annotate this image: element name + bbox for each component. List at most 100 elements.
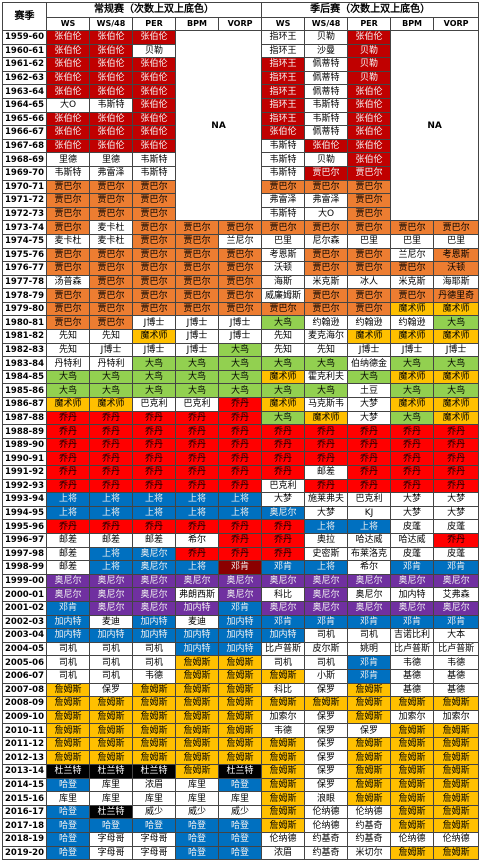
regular-cell: 乔丹 bbox=[46, 465, 90, 480]
playoff-cell: 贾巴尔 bbox=[304, 301, 349, 317]
regular-cell: 奥尼尔 bbox=[89, 587, 133, 602]
regular-cell: 张伯伦 bbox=[132, 84, 176, 99]
regular-cell: J博士 bbox=[132, 342, 176, 358]
season-cell: 2005-06 bbox=[2, 655, 47, 670]
po-col-per: PER bbox=[347, 17, 392, 31]
playoff-cell: 邓肯 bbox=[347, 655, 392, 670]
table-row: 2016-17 哈登 杜兰特 威少 威少 威少 詹姆斯 伦纳德 伦纳德 詹姆斯 詹姆斯 bbox=[2, 804, 480, 820]
regular-cell: 韦斯特 bbox=[132, 165, 176, 181]
regular-cell: 贾巴尔 bbox=[132, 233, 176, 249]
table-body: 1959-60 张伯伦 张伯伦 张伯伦 NA 指环王 贝勒 张伯伦 NA 1960-61 张伯伦 张伯… bbox=[2, 29, 480, 860]
season-cell: 2000-01 bbox=[2, 587, 47, 602]
season-cell: 2009-10 bbox=[2, 709, 47, 725]
playoff-cell: 奥尼尔 bbox=[433, 573, 480, 589]
table-row: 1991-92 乔丹 乔丹 乔丹 乔丹 乔丹 乔丹 邮差 乔丹 乔丹 乔丹 bbox=[2, 465, 480, 480]
playoff-cell: 詹姆斯 bbox=[347, 709, 392, 725]
playoff-cell: 乔丹 bbox=[433, 532, 480, 548]
playoff-cell: 魔术师 bbox=[261, 397, 306, 412]
regular-cell: 哈登 bbox=[46, 804, 90, 820]
table-row: 1993-94 上将 上将 上将 上将 上将 大梦 施莱弗夫 巴克利 大梦 大梦 bbox=[2, 492, 480, 507]
regular-cell: 库里 bbox=[89, 777, 133, 793]
regular-cell: 哈登 bbox=[46, 845, 90, 860]
table-row: 1975-76 贾巴尔 贾巴尔 贾巴尔 贾巴尔 贾巴尔 考恩斯 贾巴尔 贾巴尔 兰尼尔 考恩斯 bbox=[2, 247, 480, 263]
header-row-1: 赛季 常规赛（次数上双上底色） 季后赛（次数上双上底色） bbox=[2, 2, 480, 31]
playoff-cell: 贾巴尔 bbox=[304, 261, 349, 276]
playoff-cell: 沙曼 bbox=[304, 43, 349, 59]
playoff-cell: 韦斯特 bbox=[261, 165, 306, 181]
playoff-cell: 乔丹 bbox=[261, 451, 306, 466]
playoff-cell: 大梦 bbox=[347, 397, 392, 412]
regular-cell: 哈登 bbox=[217, 832, 263, 847]
po-col-ws: WS bbox=[261, 17, 306, 31]
regular-cell: 邓肯 bbox=[46, 600, 90, 616]
regular-cell: 大O bbox=[46, 97, 90, 113]
regular-cell: 贾巴尔 bbox=[217, 274, 263, 290]
playoff-cell: 韦斯特 bbox=[304, 97, 349, 113]
regular-cell: 邮差 bbox=[46, 546, 90, 562]
playoff-cell: 奥尼尔 bbox=[347, 600, 392, 616]
playoff-cell: 魔术师 bbox=[304, 410, 349, 426]
regular-cell: 詹姆斯 bbox=[89, 736, 133, 752]
table-row: 2010-11 詹姆斯 詹姆斯 詹姆斯 詹姆斯 詹姆斯 韦德 保罗 保罗 詹姆斯 詹姆斯 bbox=[2, 723, 480, 738]
table-row: 1973-74 贾巴尔 麦卡杜 贾巴尔 贾巴尔 贾巴尔 贾巴尔 贾巴尔 贾巴尔 贾巴尔 贾巴尔 bbox=[2, 220, 480, 235]
playoff-cell: 大梦 bbox=[390, 505, 435, 521]
regular-cell: 奥尼尔 bbox=[89, 573, 133, 589]
season-cell: 1963-64 bbox=[2, 84, 47, 99]
playoff-cell: 贾巴尔 bbox=[261, 301, 306, 317]
table-row: 1995-96 乔丹 乔丹 乔丹 乔丹 乔丹 乔丹 上将 上将 皮蓬 皮蓬 bbox=[2, 519, 480, 534]
playoff-cell: 詹姆斯 bbox=[433, 736, 480, 752]
regular-cell: 詹姆斯 bbox=[175, 764, 219, 779]
playoff-cell: 詹姆斯 bbox=[390, 736, 435, 752]
playoff-cell: 詹姆斯 bbox=[433, 804, 480, 820]
playoff-cell: 魔术师 bbox=[433, 397, 480, 412]
regular-cell: 詹姆斯 bbox=[175, 655, 219, 670]
table-row: 1983-84 丹特利 丹特利 大鸟 大鸟 大鸟 大鸟 大鸟 伯纳德金 大鸟 大鸟 bbox=[2, 356, 480, 371]
playoff-cell: 史密斯 bbox=[304, 546, 349, 562]
regular-cell: 乔丹 bbox=[46, 519, 90, 534]
regular-cell: 乔丹 bbox=[132, 410, 176, 426]
regular-cell: 乔丹 bbox=[175, 519, 219, 534]
regular-cell: 库里 bbox=[89, 791, 133, 806]
regular-cell: 乔丹 bbox=[132, 519, 176, 534]
playoff-cell: 大鸟 bbox=[347, 369, 392, 385]
playoff-cell: 加索尔 bbox=[433, 709, 480, 725]
playoff-cell: 指环王 bbox=[261, 30, 306, 45]
regular-cell: 贾巴尔 bbox=[175, 261, 219, 276]
playoff-cell: 魔术师 bbox=[433, 369, 480, 385]
playoff-cell: 巴克利 bbox=[347, 492, 392, 507]
regular-cell: 张伯伦 bbox=[89, 70, 133, 86]
regular-cell: 大鸟 bbox=[217, 369, 263, 385]
season-cell: 1992-93 bbox=[2, 478, 47, 494]
regular-cell: 字母哥 bbox=[89, 845, 133, 860]
playoff-cell: 司机 bbox=[304, 655, 349, 670]
playoff-cell: 司机 bbox=[347, 628, 392, 643]
season-cell: 2002-03 bbox=[2, 614, 47, 630]
regular-cell: 库里 bbox=[175, 777, 219, 793]
playoff-cell: 巴克利 bbox=[261, 478, 306, 494]
season-cell: 1968-69 bbox=[2, 152, 47, 167]
playoff-cell: 奥尼尔 bbox=[347, 587, 392, 602]
playoff-cell: 张伯伦 bbox=[261, 125, 306, 140]
regular-cell: 奥尼尔 bbox=[46, 573, 90, 589]
regular-cell: 詹姆斯 bbox=[46, 696, 90, 711]
playoff-cell: 佩蒂特 bbox=[304, 84, 349, 99]
playoff-cell: 乔丹 bbox=[390, 465, 435, 480]
season-cell: 2016-17 bbox=[2, 804, 47, 820]
playoff-cell: 大梦 bbox=[433, 505, 480, 521]
regular-cell: 邮差 bbox=[46, 560, 90, 575]
season-cell: 1974-75 bbox=[2, 233, 47, 249]
playoff-cell: 皮蓬 bbox=[433, 546, 480, 562]
regular-cell: 乔丹 bbox=[175, 410, 219, 426]
playoff-cell: 詹姆斯 bbox=[347, 764, 392, 779]
playoff-cell: 乔丹 bbox=[304, 437, 349, 453]
po-col-bpm: BPM bbox=[390, 17, 435, 31]
playoff-cell: 詹姆斯 bbox=[261, 668, 306, 684]
table-row: 1984-85 大鸟 大鸟 大鸟 大鸟 大鸟 魔术师 霍克利夫 大鸟 魔术师 魔术师 bbox=[2, 369, 480, 385]
playoff-cell: 指环王 bbox=[261, 111, 306, 127]
playoff-cell: 张伯伦 bbox=[347, 111, 392, 127]
regular-cell: 大鸟 bbox=[175, 369, 219, 385]
playoff-cell: 小斯 bbox=[304, 668, 349, 684]
regular-cell: 乔丹 bbox=[217, 437, 263, 453]
regular-cell: 邓肯 bbox=[217, 560, 263, 575]
regular-cell: 贾巴尔 bbox=[46, 179, 90, 195]
